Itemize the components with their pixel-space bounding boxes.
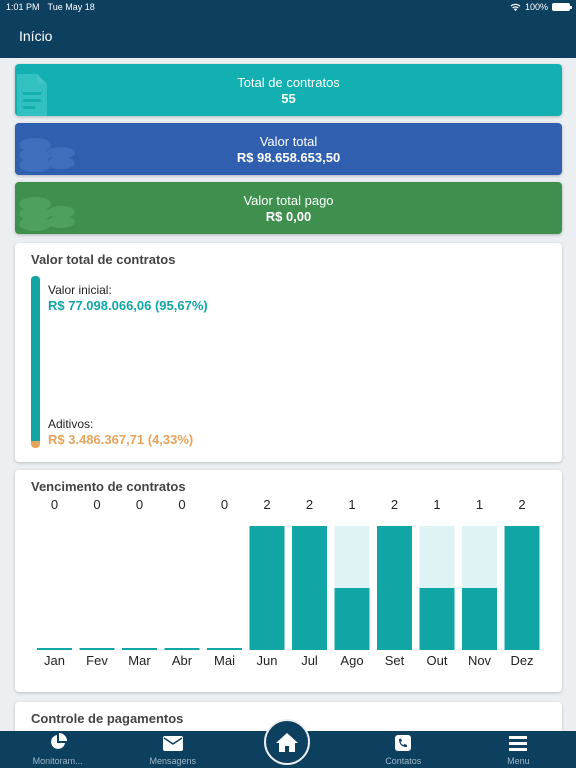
bar-category-label: Jun [257, 653, 278, 668]
bar-value-label: 2 [306, 497, 313, 512]
bar-category-label: Out [427, 653, 448, 668]
pie-chart-icon [50, 733, 67, 749]
bar-value-label: 0 [51, 497, 58, 512]
bar-category-label: Mai [214, 653, 235, 668]
bar-value-label: 1 [348, 497, 355, 512]
tab-contacts[interactable]: Contatos [346, 731, 461, 768]
tab-menu-label: Menu [507, 756, 530, 766]
home-icon [276, 732, 298, 752]
bar-category-label: Ago [340, 653, 363, 668]
initial-value-fill [31, 276, 40, 441]
bar-mar[interactable] [122, 648, 157, 650]
bar-category-label: Jan [44, 653, 65, 668]
additive-label: Aditivos: [48, 417, 94, 431]
bar-dez[interactable] [504, 526, 540, 650]
bar-category-label: Fev [86, 653, 108, 668]
tab-monitoring[interactable]: Monitoram... [0, 731, 115, 768]
envelope-icon [162, 736, 183, 751]
bar-category-label: Dez [510, 653, 533, 668]
bar-out[interactable] [419, 588, 455, 650]
payments-title: Controle de pagamentos [31, 711, 184, 726]
additive-amount: R$ 3.486.367,71 (4,33%) [48, 432, 194, 447]
page-title: Início [19, 28, 53, 44]
total-paid-card[interactable]: Valor total pago R$ 0,00 [15, 182, 562, 234]
total-value-value: R$ 98.658.653,50 [236, 150, 341, 165]
total-value-label: Valor total [259, 134, 318, 149]
bar-mai[interactable] [207, 648, 242, 650]
contract-value-progress [31, 276, 40, 448]
total-contracts-label: Total de contratos [237, 75, 340, 90]
tab-messages-label: Mensagens [149, 756, 197, 766]
status-date: Tue May 18 [47, 2, 95, 12]
bar-category-label: Mar [128, 653, 151, 668]
bar-jun[interactable] [249, 526, 285, 650]
initial-value-amount: R$ 77.098.066,06 (95,67%) [48, 298, 208, 313]
bar-value-label: 0 [221, 497, 228, 512]
tab-monitoring-label: Monitoram... [32, 756, 83, 766]
home-button[interactable] [264, 719, 310, 765]
bar-category-label: Abr [172, 653, 193, 668]
status-time: 1:01 PM [6, 2, 40, 12]
expiration-title: Vencimento de contratos [31, 479, 186, 494]
total-contracts-value: 55 [281, 91, 296, 106]
document-icon [17, 74, 47, 116]
coins-icon [19, 197, 75, 231]
bar-jan[interactable] [37, 648, 72, 650]
wifi-icon [510, 3, 521, 11]
bar-category-label: Jul [301, 653, 318, 668]
expiration-bar-chart: 0 Jan 0 Fev 0 Mar 0 Abr 0 Mai 2 Jun 2 Jul 1 Ago 2 Set 1 Out… [37, 497, 540, 668]
bar-value-label: 2 [518, 497, 525, 512]
coins-icon [19, 138, 75, 172]
tab-messages[interactable]: Mensagens [115, 731, 230, 768]
bar-jul[interactable] [292, 526, 327, 650]
bar-nov[interactable] [462, 588, 497, 650]
nav-bar: Início [0, 14, 576, 58]
expiration-panel: Vencimento de contratos 0 Jan 0 Fev 0 Mar 0 Abr… [15, 470, 562, 692]
bar-ago[interactable] [334, 588, 370, 650]
bar-value-label: 1 [476, 497, 483, 512]
contract-value-panel: Valor total de contratos Valor inicial: … [15, 243, 562, 462]
initial-value-label: Valor inicial: [48, 283, 112, 297]
total-value-card[interactable]: Valor total R$ 98.658.653,50 [15, 123, 562, 175]
bar-value-label: 0 [136, 497, 143, 512]
bar-value-label: 0 [93, 497, 100, 512]
phone-icon [395, 735, 412, 751]
bar-value-label: 2 [263, 497, 270, 512]
bar-fev[interactable] [79, 648, 115, 650]
bar-abr[interactable] [164, 648, 200, 650]
total-paid-label: Valor total pago [243, 193, 334, 208]
total-contracts-card[interactable]: Total de contratos 55 [15, 64, 562, 116]
bar-set[interactable] [377, 526, 412, 650]
battery-icon [552, 3, 572, 11]
contract-value-title: Valor total de contratos [31, 252, 176, 267]
total-paid-value: R$ 0,00 [265, 209, 312, 224]
bar-category-label: Set [385, 653, 405, 668]
bar-value-label: 1 [433, 497, 440, 512]
tab-contacts-label: Contatos [385, 756, 422, 766]
hamburger-menu-icon [509, 736, 528, 751]
bar-value-label: 2 [391, 497, 398, 512]
bar-value-label: 0 [178, 497, 185, 512]
status-bar: 1:01 PM Tue May 18 100% [0, 0, 576, 14]
bar-category-label: Nov [468, 653, 492, 668]
tab-menu[interactable]: Menu [461, 731, 576, 768]
battery-percent: 100% [524, 2, 548, 12]
